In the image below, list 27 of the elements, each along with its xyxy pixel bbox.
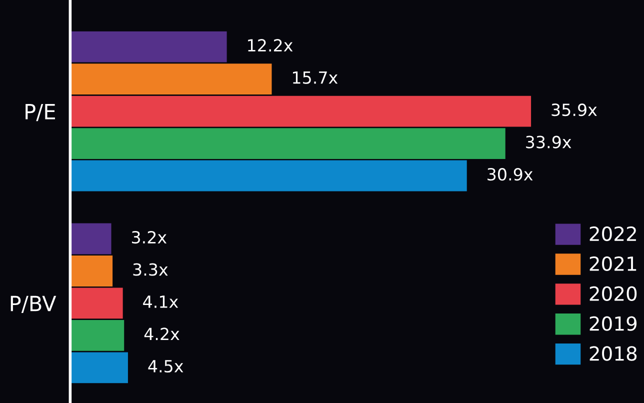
data-label: 35.9x <box>552 104 597 116</box>
y-tick-label: P/E <box>26 104 55 122</box>
legend-label: 2019 <box>590 316 637 331</box>
y-tick-label: P/BV <box>10 296 56 314</box>
bar <box>70 160 467 192</box>
legend-label: 2022 <box>590 226 636 242</box>
bar <box>70 128 506 160</box>
legend-label: 2018 <box>590 346 637 361</box>
data-label: 30.9x <box>488 168 533 181</box>
data-label: 33.9x <box>526 136 572 148</box>
data-label: 12.2x <box>248 39 293 52</box>
bar <box>70 31 227 62</box>
data-label: 3.2x <box>132 230 167 244</box>
data-label: 4.1x <box>143 296 178 308</box>
data-label: 15.7x <box>293 72 338 84</box>
bar <box>70 96 532 127</box>
legend-label: 2021 <box>590 256 636 272</box>
bar <box>70 352 128 384</box>
legend-label: 2020 <box>590 286 637 301</box>
bar <box>70 255 113 286</box>
bar <box>70 288 123 319</box>
bar <box>70 64 272 95</box>
data-label: 4.5x <box>148 360 184 373</box>
bar <box>70 320 124 351</box>
data-label: 3.3x <box>133 263 168 276</box>
data-label: 4.2x <box>144 328 180 340</box>
bar <box>70 223 112 254</box>
